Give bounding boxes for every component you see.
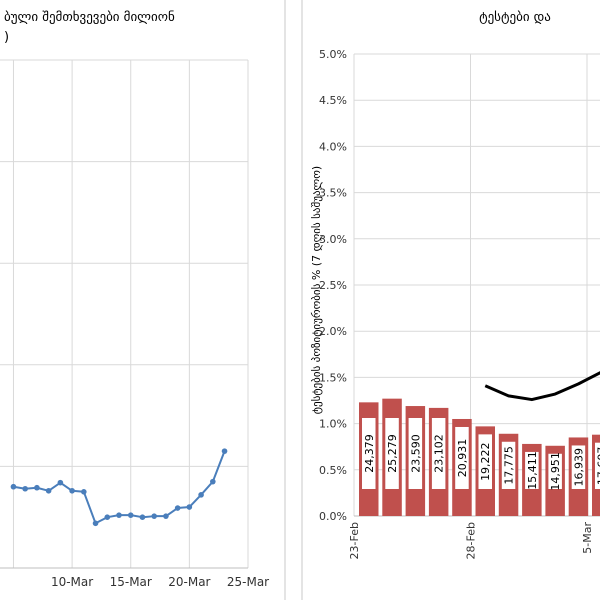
right-bar-data-label: 17,775 — [503, 446, 516, 485]
right-positivity-line-path — [484, 371, 600, 402]
right-bar-data-label: 25,279 — [386, 434, 399, 473]
right-chart-title: ტესტები და — [479, 10, 551, 25]
right-panel-border — [301, 0, 303, 600]
right-bar-label-box — [501, 441, 516, 489]
left-x-tick-label: 20-Mar — [168, 575, 210, 589]
right-bars: 24,379 25,279 23,590 23,102 20,931 19,222 17,7… — [359, 398, 600, 516]
left-data-point — [81, 489, 87, 495]
right-bar-label-box — [525, 451, 539, 489]
left-chart: ბული შემთხვევები მილიონ ) 10-Mar 15-Mar … — [0, 10, 269, 589]
right-bar-data-label: 23,102 — [433, 434, 446, 473]
left-data-point — [186, 504, 193, 510]
right-y-tick-label: 2.0% — [319, 325, 347, 338]
left-data-point — [34, 484, 40, 491]
right-bar-label-box — [595, 442, 600, 489]
right-bar-label-box — [408, 418, 423, 489]
right-bar-label-box — [548, 453, 562, 489]
right-y-tick-label: 4.0% — [319, 140, 347, 153]
right-bar-label-box — [431, 418, 446, 489]
right-bar-data-label: 20,931 — [456, 439, 469, 478]
right-bar-data-label: 14,951 — [549, 452, 562, 491]
right-y-tick-label: 3.0% — [319, 233, 347, 246]
right-bar-data-label: 23,590 — [409, 434, 422, 473]
right-bar-label-box — [362, 418, 376, 489]
left-data-point — [198, 492, 204, 498]
right-x-tick-label: 5-Mar — [581, 522, 594, 554]
right-y-tick-label: 2.5% — [319, 279, 347, 292]
right-y-tick-label: 4.5% — [319, 94, 347, 107]
left-chart-title-line1: ბული შემთხვევები მილიონ — [4, 10, 175, 25]
right-bar-data-label: 24,379 — [363, 434, 376, 473]
right-chart: ტესტები და ტესტების პოზიტიურობის % (7 დღ… — [310, 10, 600, 559]
left-data-point — [45, 487, 52, 494]
right-bar-data-label: 17,607 — [596, 447, 600, 486]
left-x-tick-label: 25-Mar — [227, 575, 269, 589]
left-data-point — [22, 485, 28, 492]
right-y-tick-label: 0.5% — [319, 464, 347, 477]
right-y-tick-label: 3.5% — [319, 187, 347, 200]
right-y-tick-label: 1.0% — [319, 418, 347, 431]
left-data-point — [210, 478, 216, 485]
left-data-point — [57, 479, 64, 486]
right-y-tick-label: 0.0% — [319, 510, 347, 523]
right-x-tick-label: 23-Feb — [348, 522, 361, 559]
right-x-tick-labels: 23-Feb 28-Feb 5-Mar — [348, 522, 594, 560]
right-y-axis-label: ტესტების პოზიტიურობის % (7 დღის საშუალო) — [310, 166, 323, 414]
right-y-tick-label: 5.0% — [319, 48, 347, 61]
left-data-point — [174, 505, 181, 511]
right-positivity-line — [484, 371, 600, 402]
left-data-point — [163, 513, 169, 519]
left-data-point — [104, 514, 111, 520]
left-panel-border — [284, 0, 286, 600]
left-chart-title-line2: ) — [4, 30, 9, 45]
right-bar-data-label: 15,411 — [526, 451, 539, 490]
right-bar-label-box — [455, 426, 469, 489]
left-data-point — [69, 487, 75, 494]
left-data-point — [127, 512, 134, 518]
right-bar-label-box — [385, 418, 399, 489]
right-bar-data-label: 19,222 — [479, 442, 492, 481]
left-data-point — [92, 520, 99, 527]
right-bar-label-box — [478, 434, 492, 489]
left-x-tick-label: 10-Mar — [51, 575, 93, 589]
right-bar-data-label: 16,939 — [572, 448, 585, 487]
left-x-tick-label: 15-Mar — [110, 575, 152, 589]
left-data-point — [116, 512, 122, 518]
right-y-tick-label: 1.5% — [319, 371, 347, 384]
left-data-point — [221, 448, 228, 454]
left-x-tick-labels: 10-Mar 15-Mar 20-Mar 25-Mar — [51, 575, 269, 589]
left-series — [10, 448, 228, 527]
left-data-point — [10, 483, 17, 490]
left-gridlines — [0, 59, 249, 569]
left-data-point — [151, 513, 157, 519]
right-y-tick-labels: 0.0% 0.5% 1.0% 1.5% 2.0% 2.5% 3.0% 3.5% … — [319, 48, 347, 523]
right-bar-label-box — [571, 445, 586, 489]
right-x-tick-label: 28-Feb — [465, 522, 478, 559]
left-data-point — [139, 514, 146, 520]
right-gridlines — [353, 53, 600, 517]
